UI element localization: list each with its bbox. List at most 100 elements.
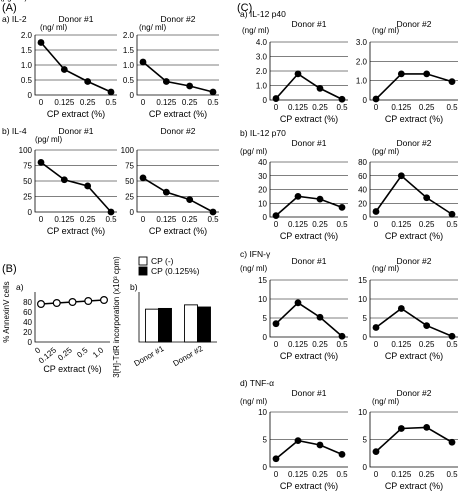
data-point [294,299,302,307]
data-point [423,424,431,431]
y-tick-label: 50 [125,177,134,186]
x-tick-label: 0.125 [54,98,75,107]
chart-c-tnfa-d1: 0 5 10 d) TNF-α Donor #1 (ng/ ml) 0 0.125 0.25 0.… [240,378,348,491]
chart-a-il2-d1: 0 0.5 1.0 1.5 2.0 a) IL-2 Donor #1(ng/ ml) 0 0.1… [2,14,117,119]
y-tick-label: 100 [121,146,135,155]
x-tick-label: 0.5 [207,215,219,224]
section-label-a: (A) [2,2,17,14]
axis-frame [269,162,348,218]
data-point [338,95,346,103]
y-tick-label: 5 [363,314,368,323]
x-tick-label: 0 [39,215,44,224]
y-tick-label: 0.5 [21,76,33,85]
x-axis-label: CP extract (%) [43,364,101,374]
panel-label: a) [16,282,24,292]
chart-c-il12p70-d2: 0 20 40 60 80 Donor #2(pg/ ml) 0 0.125 0.25 0.5CP… [358,138,458,241]
chart-c-il12p40-d2: 0 1.0 2.0 3.0 Donor #2(ng/ ml) 0 0.125 0.25 0.5C… [356,19,458,124]
data-point [52,299,61,308]
panel-title: Donor #1 [59,126,94,136]
x-tick-label: 0.125 [156,98,177,107]
legend-swatch-open [138,256,148,266]
series-line [40,161,112,213]
y-tick-label: 1.0 [356,77,368,86]
data-point [60,66,68,73]
data-point [338,450,346,458]
y-tick-label: 2.0 [123,31,135,40]
bar-cp-0125 [158,307,172,343]
x-tick-label: 0 [141,215,146,224]
panel-title: Donor #1 [59,14,94,24]
legend-label-filled: CP (0.125%) [151,266,200,276]
chart-c-tnfa-d2: 0 5 10 Donor #2(ng/ ml) 0 0.125 0.25 0.5CP extr… [358,388,458,491]
legend-swatch-filled [138,266,148,276]
data-point [372,448,380,455]
y-tick-label: 1.0 [123,61,135,70]
axis-frame [369,280,458,338]
x-axis-label: CP extract (%) [385,231,443,241]
axis-frame [136,150,219,213]
y-tick-label: 50 [23,177,32,186]
panel-title: Donor #1 [292,256,327,266]
x-tick-label: 0.25 [80,215,96,224]
x-tick-label: 0 [33,345,43,355]
data-point [37,39,45,46]
axis-frame [34,292,110,343]
y-tick-label: 10 [258,408,267,417]
x-tick-label: 0.125 [288,340,309,349]
y-tick-label: 10 [258,199,267,208]
y-tick-label: 2.0 [356,57,368,66]
data-point [68,298,77,307]
axis-frame [369,412,458,468]
data-point [338,203,346,211]
panel-label: d) TNF-α [240,378,274,388]
y-tick-label: 40 [258,158,267,167]
y-tick-label: 80 [23,298,32,307]
legend: CP (-) CP (0.125%) [138,256,200,276]
y-tick-label: 1.0 [256,82,268,91]
bar-cp-0125 [197,306,211,343]
data-point [36,300,45,309]
section-label-b: (B) [2,263,17,275]
unit-label: (ng/ ml) [40,23,67,32]
x-tick-label: 0.25 [312,103,328,112]
series-line [275,301,343,337]
x-tick-label: 0.5 [446,470,458,479]
data-point [316,85,324,92]
y-tick-label: 0 [130,91,135,100]
y-tick-label: 5 [363,436,368,445]
chart-a-il2-d2: 0 0.5 1.0 1.5 2.0 Donor #2(ng/ ml) 0 0.125 0.25 0… [123,14,219,119]
x-tick-label: 0 [274,470,279,479]
x-tick-label: 0 [274,340,279,349]
data-point [316,441,324,449]
x-tick-label: 0.5 [336,220,348,229]
x-axis-label: CP extract (%) [149,226,207,236]
series-line [275,72,343,100]
y-axis-label: % AnnexinV cells [2,281,11,342]
data-point [448,78,456,86]
x-tick-label: 0.5 [75,345,90,359]
series-line [375,426,453,453]
unit-label: (pg/ ml) [0,0,27,2]
section-label-c: (C) [237,2,252,14]
y-tick-label: 2.0 [256,67,268,76]
x-tick-label: 0 [141,98,146,107]
data-point [397,305,405,312]
x-axis-label: CP extract (%) [280,351,338,361]
y-tick-label: 0 [263,96,268,105]
legend-label-open: CP (-) [151,256,174,266]
y-tick-label: 10 [258,295,267,304]
panel-title: Donor #1 [292,19,327,29]
panel-label: b) IL-4 [2,126,27,136]
series-line [375,307,453,337]
data-point [372,95,380,103]
x-tick-label: 0.5 [446,220,458,229]
series-line [375,174,453,215]
x-tick-label: 1.0 [91,345,106,359]
y-tick-label: 1.0 [21,61,33,70]
data-point [186,196,194,204]
x-axis-label: CP extract (%) [280,481,338,491]
y-axis-label: 3[H]-TdR incorporation (x10³ cpm) [112,256,121,378]
x-axis-label: CP extract (%) [385,351,443,361]
data-point [423,194,431,202]
